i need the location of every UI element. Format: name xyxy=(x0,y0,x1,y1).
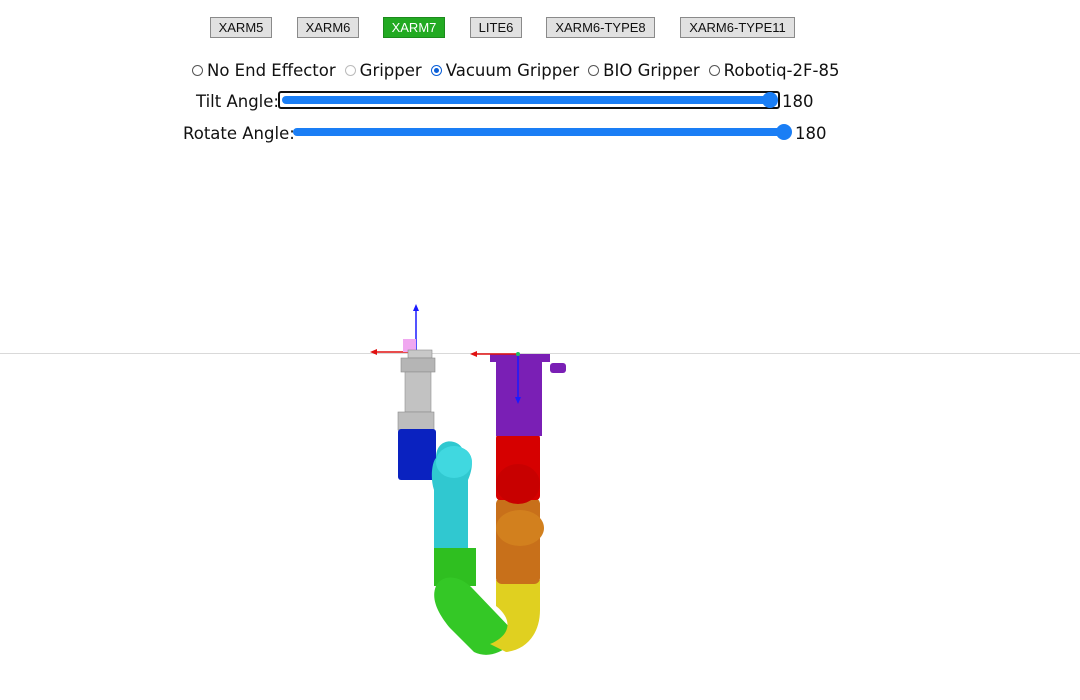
radio-label: Vacuum Gripper xyxy=(445,60,580,80)
link-green xyxy=(434,548,516,655)
rotate-angle-slider-thumb[interactable] xyxy=(776,124,792,140)
radio-label: No End Effector xyxy=(207,60,336,80)
link-yellow xyxy=(490,580,540,652)
end-effector-radio-group: No End Effector Gripper Vacuum Gripper B… xyxy=(192,58,848,82)
model-button-xarm6-type8[interactable]: XARM6-TYPE8 xyxy=(546,17,655,38)
robot-arm-render xyxy=(370,304,566,655)
link-blue xyxy=(398,429,436,480)
model-button-xarm6[interactable]: XARM6 xyxy=(297,17,359,38)
radio-label: Robotiq-2F-85 xyxy=(723,60,840,80)
link-cyan xyxy=(431,441,472,552)
tilt-angle-label: Tilt Angle: xyxy=(196,92,279,111)
radio-label: BIO Gripper xyxy=(603,60,700,80)
model-button-xarm6-type11[interactable]: XARM6-TYPE11 xyxy=(680,17,795,38)
vacuum-gripper xyxy=(397,349,436,431)
link-purple-base xyxy=(490,354,566,436)
tilt-angle-slider-thumb[interactable] xyxy=(762,92,778,108)
radio-label: Gripper xyxy=(359,60,422,80)
radio-bio-gripper[interactable]: BIO Gripper xyxy=(588,60,700,80)
robot-3d-viewport[interactable] xyxy=(350,290,610,670)
model-button-xarm7[interactable]: XARM7 xyxy=(383,17,445,38)
radio-button[interactable] xyxy=(192,64,203,76)
model-button-xarm5[interactable]: XARM5 xyxy=(210,17,272,38)
radio-robotiq-2f-85[interactable]: Robotiq-2F-85 xyxy=(708,60,840,80)
radio-no-end-effector[interactable]: No End Effector xyxy=(192,61,336,80)
end-effector-axes-helper xyxy=(370,304,419,355)
radio-vacuum-gripper[interactable]: Vacuum Gripper xyxy=(430,60,580,80)
tilt-angle-value: 180 xyxy=(782,92,814,111)
tilt-angle-row: Tilt Angle: 180 xyxy=(0,90,1080,114)
radio-button[interactable] xyxy=(588,64,600,76)
rotate-angle-label: Rotate Angle: xyxy=(183,124,295,143)
model-button-lite6[interactable]: LITE6 xyxy=(470,17,522,38)
base-axes-helper xyxy=(470,351,521,404)
radio-button[interactable] xyxy=(430,64,442,76)
link-red xyxy=(496,434,540,504)
link-orange xyxy=(496,498,544,584)
rotate-angle-row: Rotate Angle: 180 xyxy=(0,122,1080,146)
model-selector-bar: XARM5 XARM6 XARM7 LITE6 XARM6-TYPE8 XARM… xyxy=(0,17,1080,39)
radio-gripper: Gripper xyxy=(344,60,422,80)
radio-button[interactable] xyxy=(708,64,720,76)
rotate-angle-value: 180 xyxy=(795,124,827,143)
tilt-angle-slider-focus-ring xyxy=(278,91,780,109)
tilt-angle-slider[interactable] xyxy=(282,96,772,104)
ground-plane-line xyxy=(0,353,1080,354)
rotate-angle-slider[interactable] xyxy=(293,128,785,136)
radio-button xyxy=(344,64,356,76)
